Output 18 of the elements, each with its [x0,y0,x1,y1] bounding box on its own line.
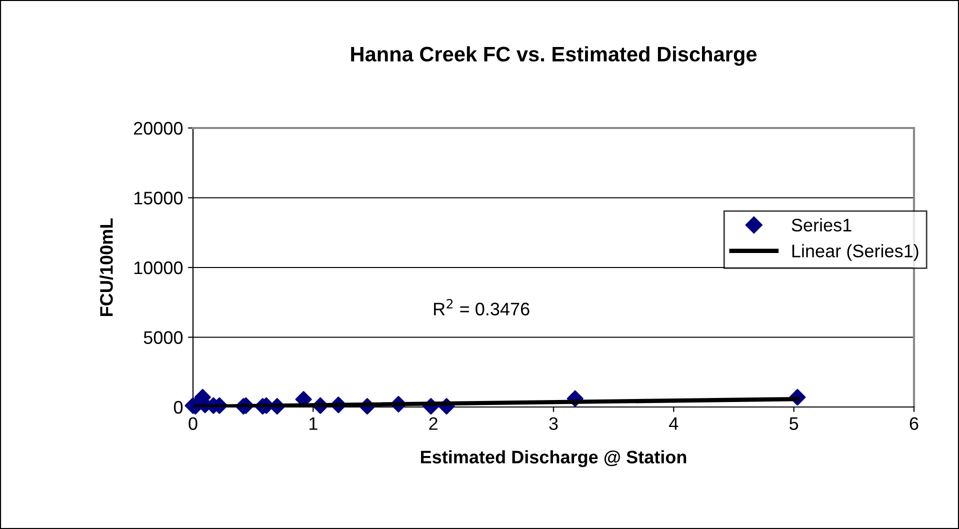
x-tick-label: 0 [188,417,198,430]
y-axis-title: FCU/100mL [100,218,114,316]
x-tick-label: 1 [310,417,318,430]
x-tick-label: 6 [910,417,918,430]
y-tick-label: 20000 [134,122,183,135]
y-tick-label: 15000 [134,192,183,204]
y-tick-label: 10000 [134,261,183,274]
chart-title: Hanna Creek FC vs. Estimated Discharge [351,46,757,66]
x-tick-label: 3 [549,417,558,430]
y-tick-label: 5000 [144,331,183,344]
annotation: R$^{2}$ = 0.3476 [434,298,530,316]
legend-label: Linear (Series1) [792,244,918,261]
x-axis-title: Estimated Discharge @ Station [420,450,686,468]
x-tick-label: 5 [790,417,798,430]
y-tick-label: 0 [174,400,183,414]
legend-label: Series1 [792,218,852,232]
x-tick-label: 4 [669,417,678,430]
x-tick-label: 2 [429,417,438,430]
